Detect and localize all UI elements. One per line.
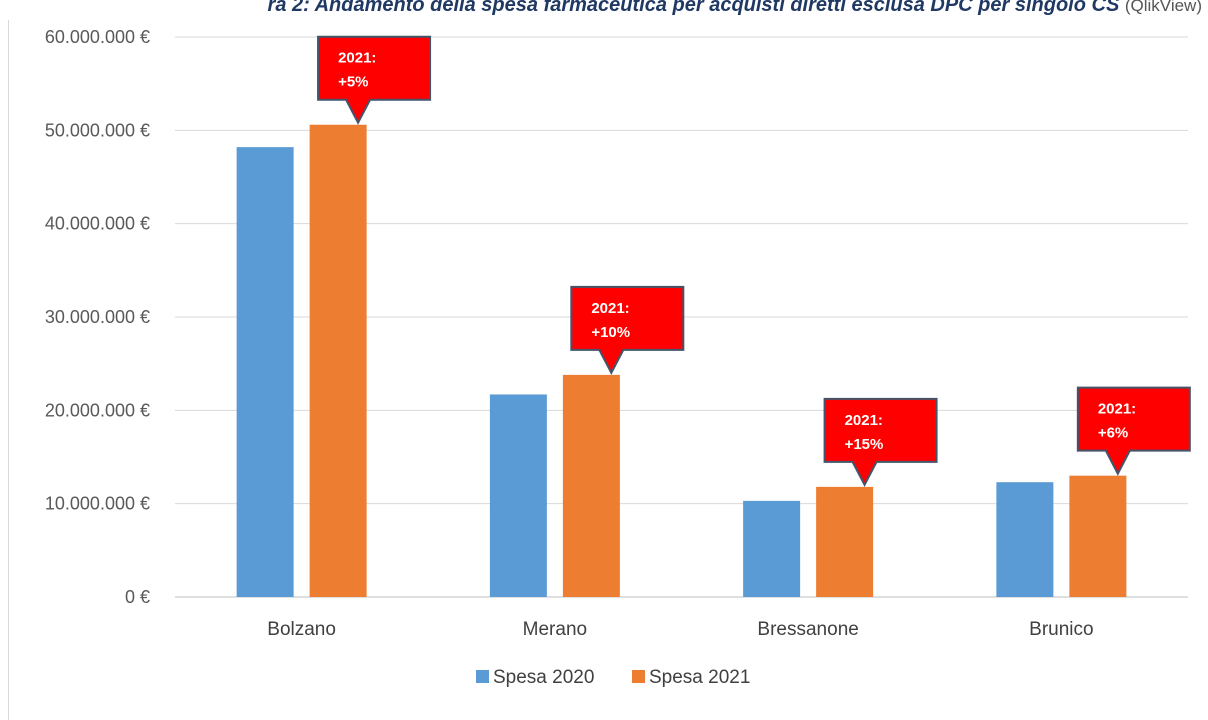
legend-label: Spesa 2020 [493,667,594,688]
annotation-callout [1076,386,1191,476]
chart-frame [8,20,1208,720]
bar [743,500,801,597]
y-tick-label: 50.000.000 € [45,120,150,140]
category-label: Bolzano [267,619,336,640]
caption-title: ra 2: Andamento della spesa farmaceutica… [267,0,1120,16]
y-tick-label: 10.000.000 € [45,494,150,514]
bar [236,147,294,597]
bar [996,482,1054,597]
caption-source: (QlikView) [1124,0,1202,15]
category-label: Merano [523,619,587,640]
annotation-label: 2021: [1098,401,1136,418]
annotation-callout [823,397,938,488]
y-tick-label: 20.000.000 € [45,400,150,420]
y-tick-label: 40.000.000 € [45,214,150,234]
bar [309,124,367,597]
legend-swatch [476,670,489,683]
bar [562,374,620,597]
annotation-label: 2021: [338,50,376,67]
annotation-label: +6% [1098,425,1128,442]
annotation-label: 2021: [845,412,883,429]
bar [489,394,547,597]
annotation-label: +5% [338,74,368,91]
figure-caption: ra 2: Andamento della spesa farmaceutica… [0,0,1208,18]
legend-swatch [632,670,645,683]
legend-label: Spesa 2021 [649,667,750,688]
category-label: Bressanone [757,619,858,640]
bar [816,486,874,597]
annotation-label: +10% [591,324,630,341]
bar [1069,475,1127,597]
y-tick-label: 30.000.000 € [45,307,150,327]
annotation-callout [317,35,432,125]
category-label: Brunico [1029,619,1093,640]
annotation-label: 2021: [591,300,629,317]
annotation-callout [570,285,685,376]
annotation-label: +15% [845,436,884,453]
y-tick-label: 0 € [125,587,150,607]
y-tick-label: 60.000.000 € [45,27,150,47]
